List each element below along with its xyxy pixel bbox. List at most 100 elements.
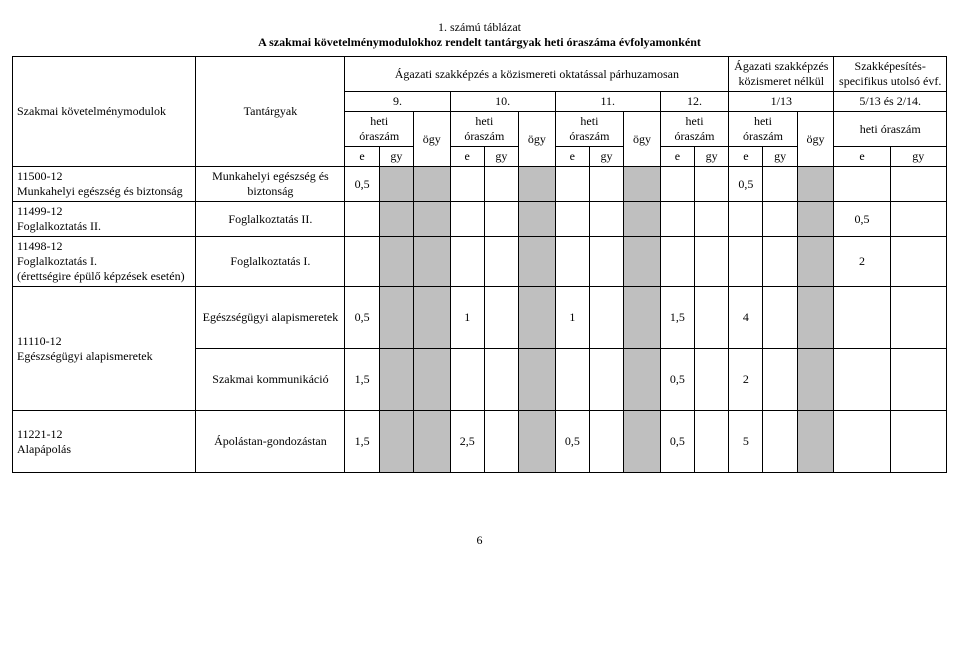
gy-113: gy bbox=[763, 147, 797, 167]
table-number: 1. számú táblázat bbox=[12, 20, 947, 35]
subject-cell: Foglalkoztatás II. bbox=[196, 202, 345, 237]
cell-c11ogy bbox=[624, 349, 661, 411]
cell-c113e bbox=[729, 237, 763, 287]
cell-c10ogy bbox=[519, 349, 556, 411]
gy-514: gy bbox=[890, 147, 946, 167]
e-113: e bbox=[729, 147, 763, 167]
cell-c10e bbox=[450, 167, 484, 202]
table-row: 11110-12Egészségügyi alapismeretekEgészs… bbox=[13, 287, 947, 349]
cell-c11e bbox=[555, 167, 589, 202]
cell-c113gy bbox=[763, 287, 797, 349]
cell-c9ogy bbox=[413, 411, 450, 473]
cell-c10ogy bbox=[519, 411, 556, 473]
group-parallel: Ágazati szakképzés a közismereti oktatás… bbox=[345, 57, 729, 92]
cell-c113e bbox=[729, 202, 763, 237]
gy-10: gy bbox=[484, 147, 518, 167]
ogy-10: ögy bbox=[519, 112, 556, 167]
cell-c9gy bbox=[379, 237, 413, 287]
cell-c113ogy bbox=[797, 411, 834, 473]
title-block: 1. számú táblázat A szakmai követelménym… bbox=[12, 20, 947, 50]
cell-c12gy bbox=[695, 287, 729, 349]
heti-113: heti óraszám bbox=[729, 112, 797, 147]
table-title: A szakmai követelménymodulokhoz rendelt … bbox=[12, 35, 947, 50]
cell-c12e: 0,5 bbox=[660, 349, 694, 411]
subject-cell: Szakmai kommunikáció bbox=[196, 349, 345, 411]
ogy-9: ögy bbox=[413, 112, 450, 167]
cell-c9gy bbox=[379, 287, 413, 349]
e-514: e bbox=[834, 147, 890, 167]
cell-c113ogy bbox=[797, 237, 834, 287]
module-cell: 11498-12Foglalkoztatás I.(érettségire ép… bbox=[13, 237, 196, 287]
cell-c11e: 1 bbox=[555, 287, 589, 349]
cell-c113e: 0,5 bbox=[729, 167, 763, 202]
subject-cell: Foglalkoztatás I. bbox=[196, 237, 345, 287]
cell-c12e bbox=[660, 202, 694, 237]
cell-c10ogy bbox=[519, 167, 556, 202]
cell-c113gy bbox=[763, 167, 797, 202]
cell-c9e: 0,5 bbox=[345, 287, 379, 349]
cell-c514e: 0,5 bbox=[834, 202, 890, 237]
table-row: 11499-12Foglalkoztatás II.Foglalkoztatás… bbox=[13, 202, 947, 237]
group-no-common: Ágazati szakképzés közismeret nélkül bbox=[729, 57, 834, 92]
heti-12: heti óraszám bbox=[660, 112, 728, 147]
cell-c12e: 1,5 bbox=[660, 287, 694, 349]
cell-c9gy bbox=[379, 202, 413, 237]
cell-c9ogy bbox=[413, 237, 450, 287]
cell-c12gy bbox=[695, 237, 729, 287]
cell-c514e bbox=[834, 349, 890, 411]
year-113: 1/13 bbox=[729, 92, 834, 112]
cell-c10gy bbox=[484, 349, 518, 411]
cell-c9e: 1,5 bbox=[345, 349, 379, 411]
cell-c10ogy bbox=[519, 202, 556, 237]
cell-c10ogy bbox=[519, 237, 556, 287]
heti-9: heti óraszám bbox=[345, 112, 413, 147]
cell-c12gy bbox=[695, 411, 729, 473]
table-row: 11498-12Foglalkoztatás I.(érettségire ép… bbox=[13, 237, 947, 287]
cell-c514gy bbox=[890, 287, 946, 349]
module-cell: 11110-12Egészségügyi alapismeretek bbox=[13, 287, 196, 411]
table-row: 11500-12Munkahelyi egészség és biztonság… bbox=[13, 167, 947, 202]
cell-c11e bbox=[555, 202, 589, 237]
module-cell: 11499-12Foglalkoztatás II. bbox=[13, 202, 196, 237]
cell-c9gy bbox=[379, 349, 413, 411]
cell-c9ogy bbox=[413, 202, 450, 237]
cell-c113ogy bbox=[797, 202, 834, 237]
cell-c113gy bbox=[763, 202, 797, 237]
e-12: e bbox=[660, 147, 694, 167]
cell-c9e bbox=[345, 237, 379, 287]
cell-c113ogy bbox=[797, 349, 834, 411]
subject-cell: Egészségügyi alapismeretek bbox=[196, 287, 345, 349]
cell-c12gy bbox=[695, 202, 729, 237]
cell-c10e: 1 bbox=[450, 287, 484, 349]
cell-c10gy bbox=[484, 237, 518, 287]
e-10: e bbox=[450, 147, 484, 167]
gy-12: gy bbox=[695, 147, 729, 167]
cell-c9ogy bbox=[413, 287, 450, 349]
cell-c12gy bbox=[695, 349, 729, 411]
year-11: 11. bbox=[555, 92, 660, 112]
cell-c11ogy bbox=[624, 237, 661, 287]
gy-11: gy bbox=[589, 147, 623, 167]
cell-c113ogy bbox=[797, 287, 834, 349]
ogy-11: ögy bbox=[624, 112, 661, 167]
cell-c10e: 2,5 bbox=[450, 411, 484, 473]
cell-c12gy bbox=[695, 167, 729, 202]
cell-c12e bbox=[660, 237, 694, 287]
cell-c9ogy bbox=[413, 349, 450, 411]
cell-c113gy bbox=[763, 349, 797, 411]
cell-c11gy bbox=[589, 202, 623, 237]
cell-c514e bbox=[834, 411, 890, 473]
year-514: 5/13 és 2/14. bbox=[834, 92, 947, 112]
cell-c10e bbox=[450, 202, 484, 237]
header-row-1: Szakmai követelménymodulok Tantárgyak Ág… bbox=[13, 57, 947, 92]
cell-c10gy bbox=[484, 167, 518, 202]
cell-c113e: 4 bbox=[729, 287, 763, 349]
cell-c9gy bbox=[379, 411, 413, 473]
cell-c514gy bbox=[890, 167, 946, 202]
year-12: 12. bbox=[660, 92, 728, 112]
cell-c113ogy bbox=[797, 167, 834, 202]
cell-c9e: 0,5 bbox=[345, 167, 379, 202]
cell-c11ogy bbox=[624, 411, 661, 473]
cell-c113gy bbox=[763, 237, 797, 287]
e-11: e bbox=[555, 147, 589, 167]
